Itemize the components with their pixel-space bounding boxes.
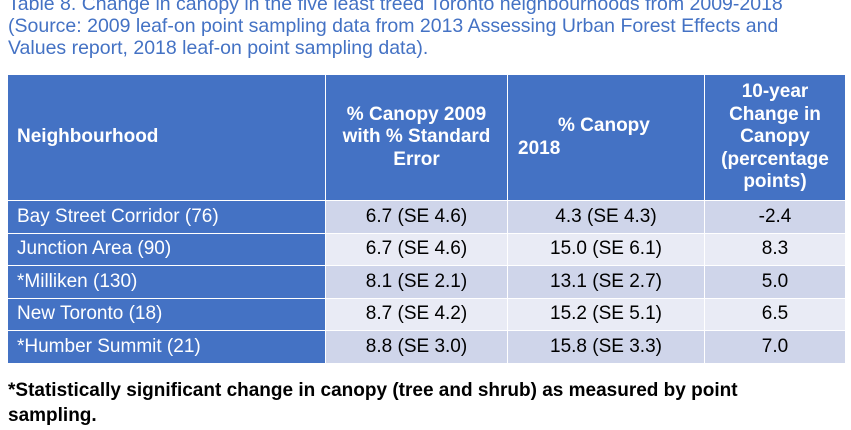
- caption-line-3: Values report, 2018 leaf-on point sampli…: [8, 37, 429, 59]
- table-row: *Milliken (130) 8.1 (SE 2.1) 13.1 (SE 2.…: [7, 265, 846, 299]
- row-neighbourhood: *Humber Summit (21): [7, 330, 326, 364]
- footnote-line-1: *Statistically significant change in can…: [8, 380, 738, 401]
- header-canopy-2009-line-1: % Canopy 2009: [346, 103, 487, 125]
- row-canopy-2018: 15.2 (SE 5.1): [507, 297, 705, 331]
- caption-line-2: (Source: 2009 leaf-on point sampling dat…: [8, 15, 779, 37]
- table-row: Junction Area (90) 6.7 (SE 4.6) 15.0 (SE…: [7, 232, 846, 266]
- row-canopy-2009: 6.7 (SE 4.6): [325, 200, 508, 234]
- row-canopy-2018: 13.1 (SE 2.7): [507, 265, 705, 299]
- header-canopy-2018-line-1: % Canopy: [558, 115, 650, 136]
- table-caption: Table 8. Change in canopy in the five le…: [8, 0, 848, 59]
- header-row: Neighbourhood % Canopy 2009 with % Stand…: [7, 74, 846, 201]
- header-canopy-2018-line-2: 2018: [518, 137, 561, 159]
- header-canopy-2018: % Canopy 2018: [507, 74, 705, 201]
- row-change: 6.5: [704, 297, 846, 331]
- row-canopy-2009: 6.7 (SE 4.6): [325, 232, 508, 266]
- row-canopy-2018: 15.8 (SE 3.3): [507, 330, 705, 364]
- caption-line-1: Table 8. Change in canopy in the five le…: [8, 0, 783, 15]
- row-change: 8.3: [704, 232, 846, 266]
- row-canopy-2018: 4.3 (SE 4.3): [507, 200, 705, 234]
- footnote-line-2: sampling.: [8, 405, 97, 426]
- canopy-table: Neighbourhood % Canopy 2009 with % Stand…: [7, 74, 846, 364]
- header-canopy-2009-line-2: with % Standard: [342, 126, 491, 148]
- header-canopy-2009-line-3: Error: [393, 148, 440, 170]
- header-change: 10-year Change in Canopy (percentage poi…: [704, 74, 846, 201]
- header-canopy-2009: % Canopy 2009 with % Standard Error: [325, 74, 508, 201]
- header-change-line-4: (percentage: [721, 148, 829, 170]
- table-row: Bay Street Corridor (76) 6.7 (SE 4.6) 4.…: [7, 200, 846, 234]
- row-change: 7.0: [704, 330, 846, 364]
- row-neighbourhood: *Milliken (130): [7, 265, 326, 299]
- header-change-line-5: points): [743, 171, 807, 193]
- header-neighbourhood: Neighbourhood: [7, 74, 326, 201]
- row-canopy-2009: 8.7 (SE 4.2): [325, 297, 508, 331]
- header-change-line-2: Change in: [729, 103, 821, 125]
- row-change: 5.0: [704, 265, 846, 299]
- row-change: -2.4: [704, 200, 846, 234]
- header-change-line-1: 10-year: [741, 81, 809, 103]
- row-canopy-2009: 8.8 (SE 3.0): [325, 330, 508, 364]
- table-row: *Humber Summit (21) 8.8 (SE 3.0) 15.8 (S…: [7, 330, 846, 364]
- row-neighbourhood: New Toronto (18): [7, 297, 326, 331]
- row-neighbourhood: Junction Area (90): [7, 232, 326, 266]
- header-change-line-3: Canopy: [740, 126, 810, 148]
- footnote: *Statistically significant change in can…: [8, 378, 828, 428]
- table-row: New Toronto (18) 8.7 (SE 4.2) 15.2 (SE 5…: [7, 297, 846, 331]
- row-canopy-2009: 8.1 (SE 2.1): [325, 265, 508, 299]
- canopy-table-container: Neighbourhood % Canopy 2009 with % Stand…: [6, 73, 846, 365]
- row-canopy-2018: 15.0 (SE 6.1): [507, 232, 705, 266]
- row-neighbourhood: Bay Street Corridor (76): [7, 200, 326, 234]
